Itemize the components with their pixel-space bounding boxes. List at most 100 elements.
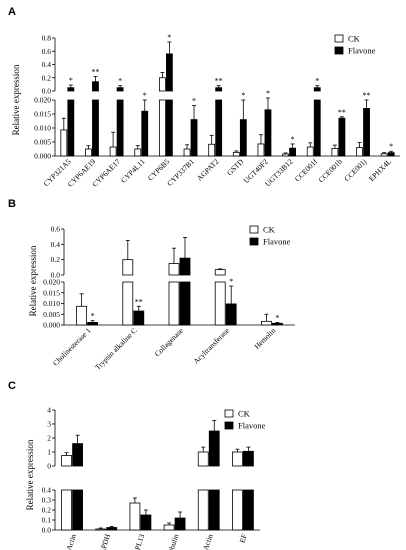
panel-a-legend-swatch-flavone bbox=[334, 46, 344, 55]
panel-a-legend-label-ck: CK bbox=[348, 34, 361, 44]
panel-c-bar-ck bbox=[163, 524, 175, 531]
panel-c-legend-label-flavone: Flavone bbox=[238, 421, 266, 431]
panel-b-tick-label-upper: 0.4 bbox=[51, 240, 61, 249]
panel-a-tick-label-upper: 0.2 bbox=[42, 73, 52, 82]
panel-b-bar-flavone bbox=[271, 322, 283, 326]
panel-b-bar-flavone-upper bbox=[179, 257, 191, 276]
panel-c-category-label: GAPDH bbox=[96, 532, 113, 550]
panel-c-ylabel: Relative expression bbox=[25, 439, 35, 510]
panel-b-legend-swatch-ck bbox=[249, 225, 259, 234]
panel-a-bar-flavone bbox=[141, 110, 149, 157]
panel-c-bar-flavone-upper bbox=[72, 443, 83, 467]
panel-c: C Relative expression 0.00.10.20.30.4 0 1 2… bbox=[8, 380, 266, 550]
panel-a-bar-flavone bbox=[264, 109, 272, 157]
panel-a-category-label: CYP4L11 bbox=[119, 157, 147, 185]
panel-a-significance-label: * bbox=[69, 76, 73, 85]
panel-c-tick-label-upper: 4 bbox=[47, 406, 51, 415]
panel-a-significance-label: * bbox=[389, 142, 393, 151]
panel-a-bar-flavone-lower bbox=[313, 99, 321, 157]
panel-a-bar-flavone-upper bbox=[92, 81, 99, 92]
panel-a-bar-flavone bbox=[190, 119, 198, 157]
panel-a-bar-ck bbox=[134, 148, 142, 157]
panel-c-tick-label-lower: 0.4 bbox=[42, 486, 52, 495]
panel-c-legend-swatch-flavone bbox=[224, 421, 234, 430]
panel-a: A Relative expression 0.000 0.005 0.010 0.0… bbox=[8, 6, 400, 189]
panel-c-tick-label-upper: 0 bbox=[47, 462, 51, 471]
panel-b-bar-ck-upper bbox=[122, 259, 134, 276]
panel-c-bar-flavone-lower bbox=[208, 489, 220, 531]
panel-a-bar-flavone bbox=[289, 147, 297, 157]
panel-a-significance-label: ** bbox=[363, 91, 371, 100]
panel-a-bar-ck bbox=[356, 147, 363, 157]
panel-a-bar-ck bbox=[380, 153, 388, 157]
panel-b-ylabel: Relative expression bbox=[28, 245, 38, 316]
panel-b-tick-label-upper: 0.0 bbox=[51, 271, 61, 280]
panel-a-bar-flavone-upper bbox=[215, 87, 223, 92]
panel-c-bar-ck-upper bbox=[232, 451, 243, 467]
panel-b-bar-ck-lower bbox=[168, 281, 180, 326]
panel-b-tick-label-lower: 0.015 bbox=[43, 288, 60, 297]
panel-c-bar-flavone bbox=[106, 527, 118, 531]
panel-b-tick-label-upper: 0.6 bbox=[51, 225, 61, 234]
panel-a-ylabel: Relative expression bbox=[11, 64, 21, 135]
panel-b-bar-ck-upper bbox=[168, 263, 180, 276]
panel-a-bar-ck bbox=[60, 129, 68, 157]
panel-a-letter: A bbox=[8, 6, 16, 18]
panel-a-bar-flavone-upper bbox=[313, 87, 321, 92]
panel-a-bar-ck bbox=[257, 143, 265, 157]
panel-b-category-label: Acyltransferase bbox=[191, 326, 231, 366]
panel-a-significance-label: * bbox=[192, 97, 196, 106]
panel-b-tick-label-upper: 0.2 bbox=[51, 255, 61, 264]
panel-a-legend-swatch-ck bbox=[334, 34, 344, 43]
panel-c-tick-label-upper: 2 bbox=[47, 434, 51, 443]
panel-c-bar-ck-upper bbox=[197, 451, 209, 467]
panel-c-bar-ck-lower bbox=[197, 489, 209, 531]
panel-b-legend-label-flavone: Flavone bbox=[263, 237, 291, 247]
panel-a-bar-flavone-lower bbox=[116, 99, 124, 157]
panel-b-legend-label-ck: CK bbox=[263, 225, 276, 235]
panel-a-tick-label-lower: 0.015 bbox=[34, 110, 51, 119]
panel-c-category-label: EF bbox=[238, 533, 249, 544]
panel-a-bar-flavone bbox=[239, 119, 247, 157]
panel-a-category-label: GSTD bbox=[225, 157, 246, 178]
panel-a-legend-label-flavone: Flavone bbox=[348, 46, 376, 56]
panel-a-bar-ck bbox=[85, 148, 92, 157]
panel-a-category-label: CYP337B1 bbox=[165, 157, 196, 188]
panel-a-category-label: CCE001j bbox=[342, 157, 368, 183]
panel-a-significance-label: * bbox=[291, 135, 295, 144]
panel-a-significance-label: * bbox=[266, 89, 270, 98]
panel-a-bar-flavone-upper bbox=[116, 87, 124, 92]
panel-c-bar-flavone-upper bbox=[243, 450, 254, 467]
panel-a-bar-flavone-upper bbox=[67, 87, 75, 92]
panel-b-category-label: Cholinesterase 1 bbox=[51, 326, 93, 368]
panel-a-tick-label-lower: 0.010 bbox=[34, 124, 51, 133]
panel-a-category-label: CCE001f bbox=[293, 157, 320, 184]
panel-b-tick-label-lower: 0.020 bbox=[43, 278, 60, 287]
panel-c-bar-ck-lower bbox=[61, 489, 72, 531]
panel-a-significance-label: * bbox=[143, 91, 147, 100]
panel-a-bar-ck bbox=[282, 153, 290, 157]
panel-c-category-label: RPL13 bbox=[131, 533, 146, 550]
panel-b-bar-ck bbox=[260, 320, 272, 326]
panel-c-tick-label-lower: 0.1 bbox=[42, 516, 52, 525]
panel-a-significance-label: ** bbox=[338, 108, 346, 117]
panel-c-bar-ck bbox=[95, 528, 107, 531]
panel-c-tick-label-upper: 1 bbox=[47, 448, 51, 457]
panel-b-bar-flavone-lower bbox=[179, 281, 191, 326]
panel-a-tick-label-lower: 0.000 bbox=[34, 152, 51, 161]
panel-a-bar-flavone-upper bbox=[165, 53, 173, 92]
panel-b-tick-label-lower: 0.010 bbox=[43, 299, 60, 308]
panel-a-bar-ck-upper bbox=[158, 77, 166, 92]
panel-a-bar-ck bbox=[183, 148, 191, 157]
panel-c-bar-flavone bbox=[140, 514, 152, 531]
panel-c-bar-ck-upper bbox=[61, 455, 72, 467]
panel-a-significance-label: * bbox=[118, 77, 122, 86]
panel-b-bar-ck-lower bbox=[214, 281, 226, 326]
panel-c-tick-label-lower: 0.2 bbox=[42, 506, 52, 515]
panel-c-bar-flavone-lower bbox=[72, 489, 83, 531]
panel-b-category-label: Collagenase bbox=[153, 326, 186, 359]
panel-a-bar-ck bbox=[306, 146, 314, 157]
panel-a-bar-flavone-lower bbox=[165, 99, 173, 157]
panel-a-bar-flavone bbox=[338, 117, 346, 157]
